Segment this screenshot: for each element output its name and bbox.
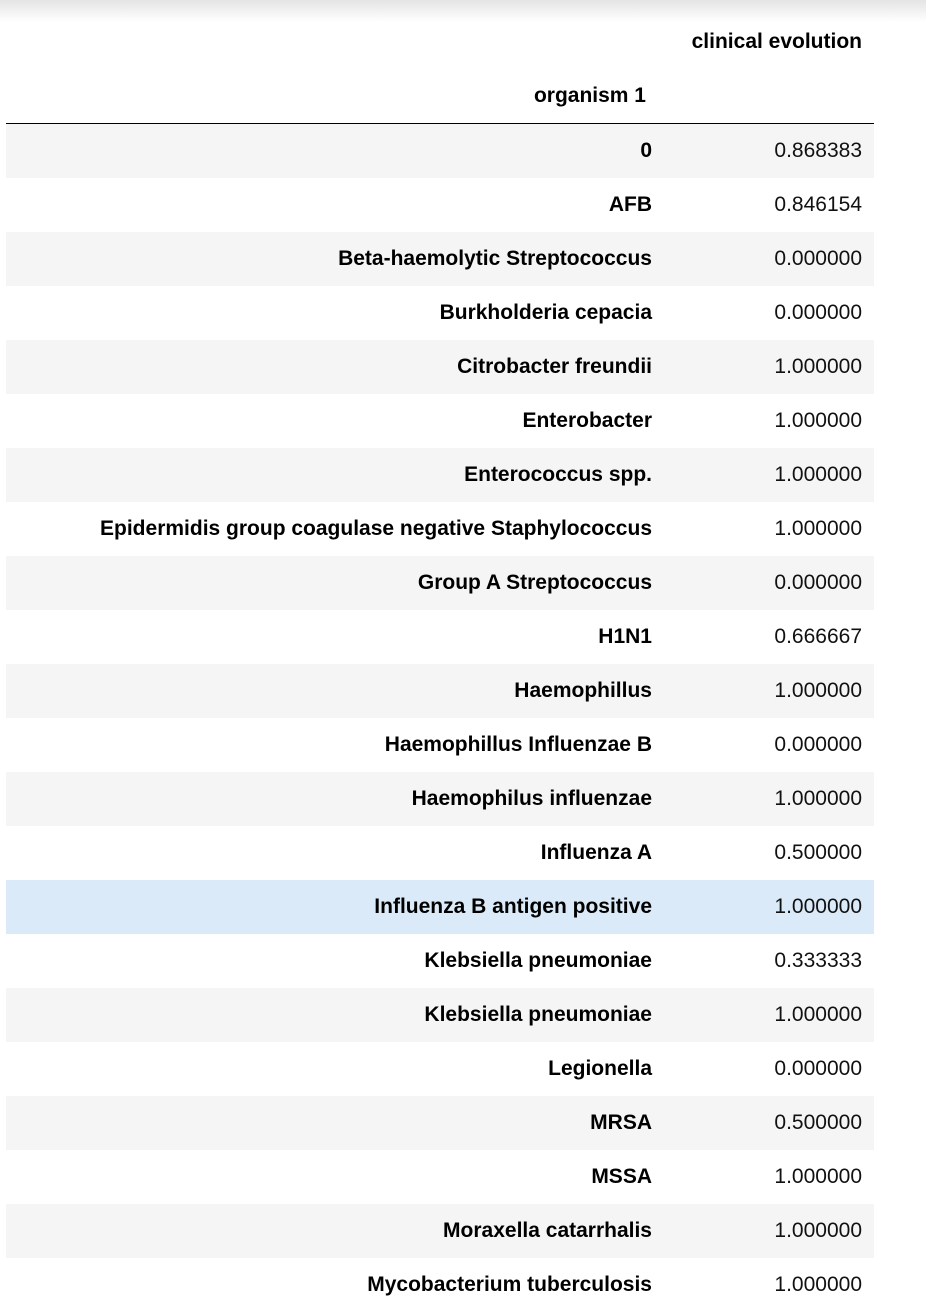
- row-index-label: Influenza B antigen positive: [374, 895, 652, 918]
- row-value-cell: 1.000000: [774, 679, 862, 702]
- table-body: 0 0.868383 AFB 0.846154 Beta-haemolytic Stre…: [6, 123, 874, 1312]
- column-header-clinical-evolution: clinical evolution: [691, 30, 862, 53]
- index-name-spacer: [658, 69, 874, 124]
- row-value-cell: 1.000000: [774, 517, 862, 540]
- row-index-label: Epidermidis group coagulase negative Sta…: [100, 517, 652, 540]
- row-value-cell: 0.000000: [774, 1057, 862, 1080]
- row-value-cell: 1.000000: [774, 1273, 862, 1296]
- table-row[interactable]: Citrobacter freundii 1.000000: [6, 340, 874, 394]
- table-row[interactable]: Epidermidis group coagulase negative Sta…: [6, 502, 874, 556]
- row-index-label: Citrobacter freundii: [457, 355, 652, 378]
- table-row[interactable]: 0 0.868383: [6, 123, 874, 178]
- row-index-label: Group A Streptococcus: [417, 571, 652, 594]
- row-index-label: AFB: [608, 193, 652, 216]
- dataframe-output: clinical evolution organism 1 0 0.868383 A…: [6, 15, 874, 1312]
- row-value-cell: 0.500000: [774, 1111, 862, 1134]
- row-value-cell: 1.000000: [774, 1003, 862, 1026]
- table-row[interactable]: Burkholderia cepacia 0.000000: [6, 286, 874, 340]
- row-index-label: Beta-haemolytic Streptococcus: [338, 247, 652, 270]
- row-value-cell: 0.500000: [774, 841, 862, 864]
- row-index-label: H1N1: [598, 625, 652, 648]
- row-value-cell: 1.000000: [774, 409, 862, 432]
- top-shadow: [0, 0, 926, 22]
- row-value-cell: 1.000000: [774, 355, 862, 378]
- row-value-cell: 1.000000: [774, 463, 862, 486]
- dataframe-table: clinical evolution organism 1 0 0.868383 A…: [6, 15, 874, 1312]
- table-row[interactable]: Klebsiella pneumoniae 1.000000: [6, 988, 874, 1042]
- row-index-label: Legionella: [548, 1057, 652, 1080]
- table-row[interactable]: Beta-haemolytic Streptococcus 0.000000: [6, 232, 874, 286]
- row-index-label: Klebsiella pneumoniae: [424, 1003, 652, 1026]
- table-row[interactable]: Haemophillus Influenzae B 0.000000: [6, 718, 874, 772]
- table-row[interactable]: Haemophillus 1.000000: [6, 664, 874, 718]
- row-index-label: 0: [640, 139, 652, 162]
- table-row[interactable]: Enterobacter 1.000000: [6, 394, 874, 448]
- row-value-cell: 1.000000: [774, 1165, 862, 1188]
- row-value-cell: 0.000000: [774, 571, 862, 594]
- table-row[interactable]: Moraxella catarrhalis 1.000000: [6, 1204, 874, 1258]
- index-name-header: organism 1: [6, 69, 658, 124]
- table-row[interactable]: Influenza A 0.500000: [6, 826, 874, 880]
- row-value-cell: 0.000000: [774, 733, 862, 756]
- row-index-label: MRSA: [590, 1111, 652, 1134]
- table-row[interactable]: H1N1 0.666667: [6, 610, 874, 664]
- row-value-cell: 0.000000: [774, 301, 862, 324]
- row-value-cell: 1.000000: [774, 787, 862, 810]
- row-value-cell: 0.868383: [774, 139, 862, 162]
- row-value-cell: 0.666667: [774, 625, 862, 648]
- table-row[interactable]: Haemophilus influenzae 1.000000: [6, 772, 874, 826]
- row-index-label: Haemophillus Influenzae B: [384, 733, 652, 756]
- row-index-label: Haemophillus: [514, 679, 652, 702]
- table-row[interactable]: Influenza B antigen positive 1.000000: [6, 880, 874, 934]
- table-row[interactable]: Group A Streptococcus 0.000000: [6, 556, 874, 610]
- table-row[interactable]: MRSA 0.500000: [6, 1096, 874, 1150]
- row-index-label: MSSA: [591, 1165, 652, 1188]
- row-value-cell: 0.333333: [774, 949, 862, 972]
- column-header-row: clinical evolution: [6, 15, 874, 69]
- table-row[interactable]: MSSA 1.000000: [6, 1150, 874, 1204]
- row-index-label: Enterobacter: [522, 409, 652, 432]
- row-index-label: Burkholderia cepacia: [439, 301, 652, 324]
- row-value-cell: 1.000000: [774, 1219, 862, 1242]
- row-index-label: Moraxella catarrhalis: [443, 1219, 652, 1242]
- table-row[interactable]: Legionella 0.000000: [6, 1042, 874, 1096]
- table-row[interactable]: Mycobacterium tuberculosis 1.000000: [6, 1258, 874, 1312]
- table-row[interactable]: Klebsiella pneumoniae 0.333333: [6, 934, 874, 988]
- row-index-label: Klebsiella pneumoniae: [424, 949, 652, 972]
- row-value-cell: 0.000000: [774, 247, 862, 270]
- row-index-label: Mycobacterium tuberculosis: [367, 1273, 652, 1296]
- index-name-row: organism 1: [6, 69, 874, 124]
- row-index-label: Influenza A: [540, 841, 652, 864]
- table-row[interactable]: Enterococcus spp. 1.000000: [6, 448, 874, 502]
- row-index-label: Enterococcus spp.: [464, 463, 652, 486]
- table-header: clinical evolution organism 1: [6, 15, 874, 124]
- header-corner-cell: [6, 15, 658, 69]
- row-index-label: Haemophilus influenzae: [411, 787, 652, 810]
- row-value-cell: 1.000000: [774, 895, 862, 918]
- row-value-cell: 0.846154: [774, 193, 862, 216]
- table-row[interactable]: AFB 0.846154: [6, 178, 874, 232]
